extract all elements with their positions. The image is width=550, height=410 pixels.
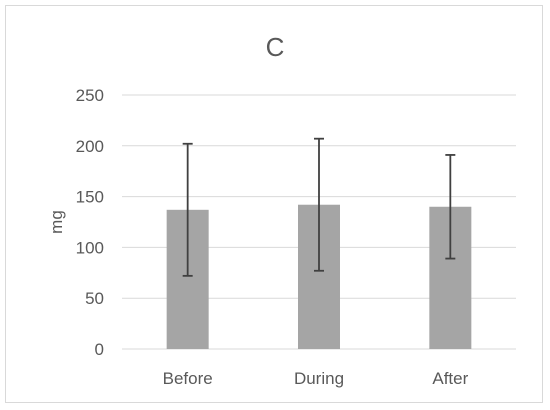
x-tick-label: During <box>294 369 344 388</box>
y-tick-label: 100 <box>76 238 104 257</box>
chart-title: C <box>266 32 285 62</box>
y-tick-label: 0 <box>95 340 104 359</box>
error-bar <box>445 154 456 260</box>
y-tick-label: 150 <box>76 188 104 207</box>
error-bar <box>314 137 324 272</box>
x-tick-label: Before <box>163 369 213 388</box>
y-tick-label: 250 <box>76 86 104 105</box>
x-tick-label: After <box>432 369 468 388</box>
y-tick-label: 200 <box>76 137 104 156</box>
y-tick-label: 50 <box>85 289 104 308</box>
error-bar <box>182 142 193 277</box>
y-axis-label: mg <box>47 210 66 234</box>
